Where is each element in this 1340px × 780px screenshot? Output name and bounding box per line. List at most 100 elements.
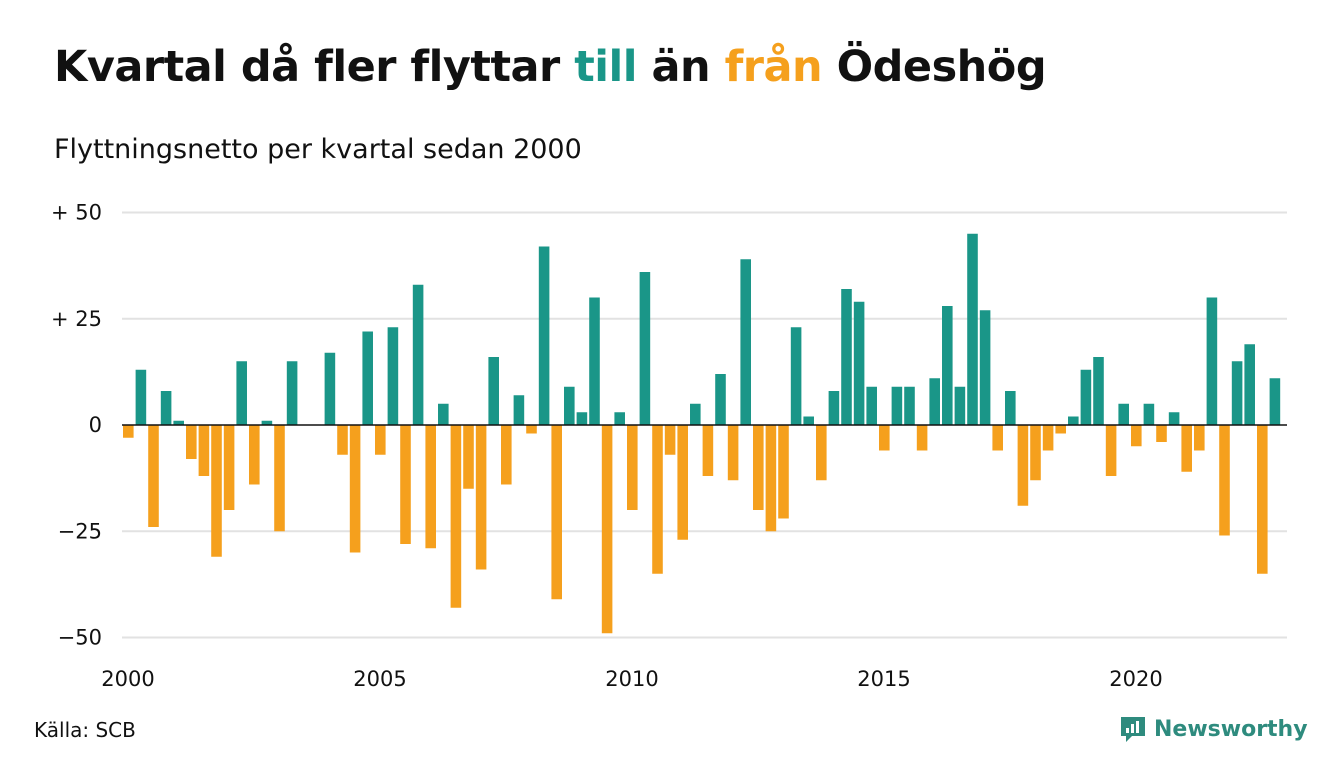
title-part2: än — [636, 42, 725, 92]
title-highlight-from: från — [724, 42, 823, 92]
bar — [135, 369, 147, 425]
bar — [627, 425, 638, 510]
bar — [475, 425, 487, 570]
bar — [526, 425, 537, 434]
bar — [702, 425, 714, 476]
bar — [614, 412, 625, 425]
title-part3: Ödeshög — [822, 42, 1047, 92]
bar — [1244, 344, 1255, 425]
chart-title: Kvartal då fler flyttar till än från Öde… — [54, 42, 1047, 92]
bar — [198, 425, 210, 476]
bar — [362, 331, 373, 425]
bar — [1068, 416, 1079, 425]
bar — [816, 425, 827, 481]
y-tick-label: + 25 — [51, 307, 102, 331]
bar — [551, 425, 562, 600]
title-highlight-to: till — [574, 42, 637, 92]
bar — [841, 289, 852, 425]
bar — [1181, 425, 1192, 472]
bar — [387, 327, 399, 425]
y-tick-label: −50 — [58, 626, 102, 650]
bar — [148, 425, 159, 527]
bar — [463, 425, 474, 489]
bar — [992, 425, 1003, 451]
bar — [1005, 391, 1016, 425]
bar — [853, 301, 865, 425]
bar — [1168, 412, 1180, 425]
bar — [488, 357, 499, 425]
bar — [929, 378, 940, 425]
y-tick-label: 0 — [89, 413, 102, 437]
bar — [1231, 361, 1243, 425]
bar — [576, 412, 588, 425]
x-tick-label: 2005 — [353, 667, 406, 691]
bars — [123, 233, 1281, 634]
newsworthy-logo-icon — [1121, 717, 1145, 742]
bar — [450, 425, 462, 608]
bar — [1143, 403, 1155, 425]
bar — [1131, 425, 1142, 447]
bar — [690, 403, 701, 425]
bar — [1093, 357, 1104, 425]
x-tick-label: 2010 — [605, 667, 658, 691]
bar — [589, 297, 600, 425]
bar — [765, 425, 777, 532]
bar — [916, 425, 928, 451]
x-axis-labels: 2000 2005 2010 2015 2020 — [101, 667, 1162, 691]
bar — [349, 425, 361, 553]
bar — [803, 416, 814, 425]
bar — [564, 386, 575, 425]
bar — [1194, 425, 1205, 451]
bar — [601, 425, 613, 634]
bar — [538, 246, 550, 425]
bar — [790, 327, 802, 425]
bar — [173, 420, 184, 425]
y-tick-label: + 50 — [51, 201, 102, 225]
title-part1: Kvartal då fler flyttar — [54, 42, 575, 92]
source-note: Källa: SCB — [34, 718, 136, 742]
bar-chart: + 50 + 25 0 −25 −50 2000 2005 2010 2015 2020 — [51, 201, 1287, 691]
bar — [337, 425, 348, 455]
bar — [967, 233, 978, 425]
bar — [1269, 378, 1281, 425]
bar — [1017, 425, 1029, 506]
bar — [425, 425, 436, 549]
bar — [866, 386, 877, 425]
x-tick-label: 2015 — [857, 667, 910, 691]
bar — [778, 425, 789, 519]
bar — [501, 425, 512, 485]
bar — [677, 425, 688, 540]
bar — [186, 425, 197, 459]
bar — [740, 259, 751, 425]
bar — [261, 420, 273, 425]
brand-name: Newsworthy — [1154, 716, 1308, 742]
bar — [942, 306, 953, 425]
bar — [1055, 425, 1066, 434]
bar — [904, 386, 915, 425]
bar — [123, 425, 134, 438]
bar — [879, 425, 890, 451]
bar — [1105, 425, 1117, 476]
bar — [274, 425, 285, 532]
bar — [639, 272, 651, 425]
bar — [1156, 425, 1167, 442]
bar — [1257, 425, 1268, 574]
newsworthy-brand[interactable]: Newsworthy — [1118, 714, 1308, 744]
bar — [1118, 403, 1129, 425]
grid-lines — [122, 211, 1287, 639]
chart-subtitle: Flyttningsnetto per kvartal sedan 2000 — [54, 134, 582, 165]
bar — [1219, 425, 1230, 536]
bar — [652, 425, 663, 574]
x-tick-label: 2020 — [1109, 667, 1162, 691]
bar — [1042, 425, 1054, 451]
bar — [249, 425, 260, 485]
bar — [891, 386, 903, 425]
bar — [954, 386, 966, 425]
bar — [223, 425, 235, 510]
bar — [715, 374, 726, 425]
bar — [412, 284, 424, 425]
x-tick-label: 2000 — [101, 667, 154, 691]
bar — [160, 391, 172, 425]
bar — [286, 361, 298, 425]
bar — [324, 352, 336, 425]
